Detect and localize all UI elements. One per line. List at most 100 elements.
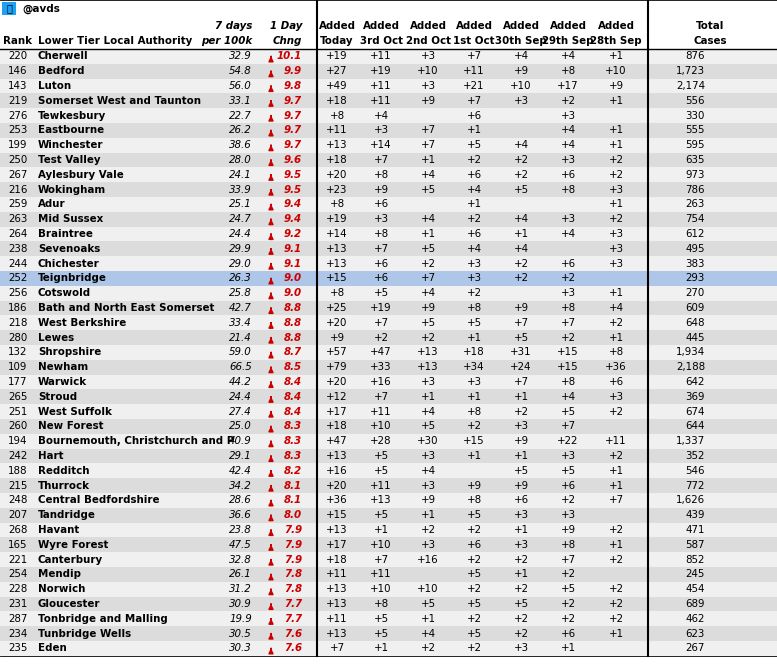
Text: +9: +9 bbox=[514, 303, 528, 313]
Text: 612: 612 bbox=[685, 229, 705, 239]
Text: 609: 609 bbox=[685, 303, 705, 313]
Text: +5: +5 bbox=[466, 628, 482, 638]
Text: +3: +3 bbox=[466, 273, 482, 283]
Bar bbox=[0, 493, 777, 508]
Text: +20: +20 bbox=[326, 481, 347, 491]
Text: +79: +79 bbox=[326, 362, 348, 372]
Text: +12: +12 bbox=[326, 392, 348, 402]
Text: @avds: @avds bbox=[22, 4, 60, 14]
Text: 256: 256 bbox=[9, 288, 28, 298]
Text: 252: 252 bbox=[9, 273, 28, 283]
Text: 7.8: 7.8 bbox=[284, 569, 302, 579]
Text: Lower Tier Local Authority: Lower Tier Local Authority bbox=[38, 37, 192, 47]
Text: 623: 623 bbox=[685, 628, 705, 638]
Text: Test Valley: Test Valley bbox=[38, 155, 100, 165]
Text: +7: +7 bbox=[466, 51, 482, 61]
Bar bbox=[0, 523, 777, 537]
Bar bbox=[0, 256, 777, 271]
Text: 8.1: 8.1 bbox=[284, 481, 302, 491]
Text: 🐦: 🐦 bbox=[6, 3, 12, 13]
Text: 263: 263 bbox=[685, 200, 705, 209]
Text: 24.1: 24.1 bbox=[229, 170, 252, 180]
Text: +5: +5 bbox=[374, 451, 388, 461]
Text: +3: +3 bbox=[420, 81, 436, 91]
Text: +1: +1 bbox=[420, 155, 436, 165]
Text: +6: +6 bbox=[374, 273, 388, 283]
Text: 7.9: 7.9 bbox=[284, 525, 302, 535]
Text: +8: +8 bbox=[466, 495, 482, 505]
Text: 24.4: 24.4 bbox=[229, 392, 252, 402]
Text: Tunbridge Wells: Tunbridge Wells bbox=[38, 628, 131, 638]
Text: +6: +6 bbox=[560, 170, 576, 180]
Text: +2: +2 bbox=[466, 214, 482, 224]
Text: +9: +9 bbox=[514, 436, 528, 446]
Text: +6: +6 bbox=[466, 229, 482, 239]
Text: +5: +5 bbox=[374, 628, 388, 638]
Text: 330: 330 bbox=[685, 110, 705, 120]
Bar bbox=[0, 241, 777, 256]
Text: +4: +4 bbox=[420, 628, 436, 638]
Bar bbox=[0, 182, 777, 197]
Text: 276: 276 bbox=[9, 110, 28, 120]
Text: Today: Today bbox=[320, 37, 354, 47]
Text: 25.0: 25.0 bbox=[229, 422, 252, 432]
Bar bbox=[0, 168, 777, 182]
Text: 8.7: 8.7 bbox=[284, 347, 302, 357]
Bar bbox=[0, 227, 777, 241]
Text: Winchester: Winchester bbox=[38, 140, 103, 150]
Text: West Berkshire: West Berkshire bbox=[38, 318, 126, 328]
Text: 556: 556 bbox=[685, 96, 705, 106]
Text: 9.0: 9.0 bbox=[284, 273, 302, 283]
Text: +2: +2 bbox=[560, 332, 576, 342]
Bar bbox=[0, 108, 777, 123]
Text: Bedford: Bedford bbox=[38, 66, 85, 76]
Text: 8.4: 8.4 bbox=[284, 406, 302, 416]
Text: +15: +15 bbox=[557, 362, 579, 372]
Text: +2: +2 bbox=[466, 422, 482, 432]
Text: +11: +11 bbox=[370, 406, 392, 416]
Text: +13: +13 bbox=[326, 244, 348, 254]
Text: Teignbridge: Teignbridge bbox=[38, 273, 107, 283]
Text: +27: +27 bbox=[326, 66, 348, 76]
Bar bbox=[0, 390, 777, 404]
Text: Havant: Havant bbox=[38, 525, 79, 535]
Text: +3: +3 bbox=[560, 110, 576, 120]
Text: 234: 234 bbox=[9, 628, 28, 638]
Text: +8: +8 bbox=[466, 406, 482, 416]
Text: +4: +4 bbox=[420, 288, 436, 298]
Text: +30: +30 bbox=[417, 436, 439, 446]
Text: per 100k: per 100k bbox=[200, 37, 252, 47]
Text: 40.9: 40.9 bbox=[229, 436, 252, 446]
Bar bbox=[0, 197, 777, 211]
Text: Lewes: Lewes bbox=[38, 332, 74, 342]
Text: Wyre Forest: Wyre Forest bbox=[38, 540, 108, 550]
Text: 22.7: 22.7 bbox=[229, 110, 252, 120]
Text: 9.7: 9.7 bbox=[284, 96, 302, 106]
Text: 689: 689 bbox=[685, 599, 705, 609]
Bar bbox=[0, 611, 777, 626]
Text: +3: +3 bbox=[514, 510, 528, 520]
Text: +8: +8 bbox=[329, 288, 344, 298]
Text: +9: +9 bbox=[420, 303, 436, 313]
Text: +2: +2 bbox=[514, 628, 528, 638]
Text: Chichester: Chichester bbox=[38, 259, 99, 269]
Text: +5: +5 bbox=[374, 510, 388, 520]
Bar bbox=[0, 345, 777, 360]
Text: +3: +3 bbox=[374, 214, 388, 224]
Text: 24.4: 24.4 bbox=[229, 229, 252, 239]
Text: +22: +22 bbox=[557, 436, 579, 446]
Text: +4: +4 bbox=[560, 51, 576, 61]
Text: Aylesbury Vale: Aylesbury Vale bbox=[38, 170, 124, 180]
Text: Bournemouth, Christchurch and P: Bournemouth, Christchurch and P bbox=[38, 436, 234, 446]
Bar bbox=[0, 0, 777, 18]
Text: 8.3: 8.3 bbox=[284, 436, 302, 446]
Text: 9.9: 9.9 bbox=[284, 66, 302, 76]
Text: 1,723: 1,723 bbox=[676, 66, 705, 76]
Text: 1st Oct: 1st Oct bbox=[453, 37, 495, 47]
Text: +1: +1 bbox=[466, 332, 482, 342]
Text: +24: +24 bbox=[510, 362, 531, 372]
Text: +1: +1 bbox=[608, 51, 624, 61]
Text: Wokingham: Wokingham bbox=[38, 185, 106, 195]
Text: +3: +3 bbox=[560, 214, 576, 224]
Text: 238: 238 bbox=[9, 244, 28, 254]
